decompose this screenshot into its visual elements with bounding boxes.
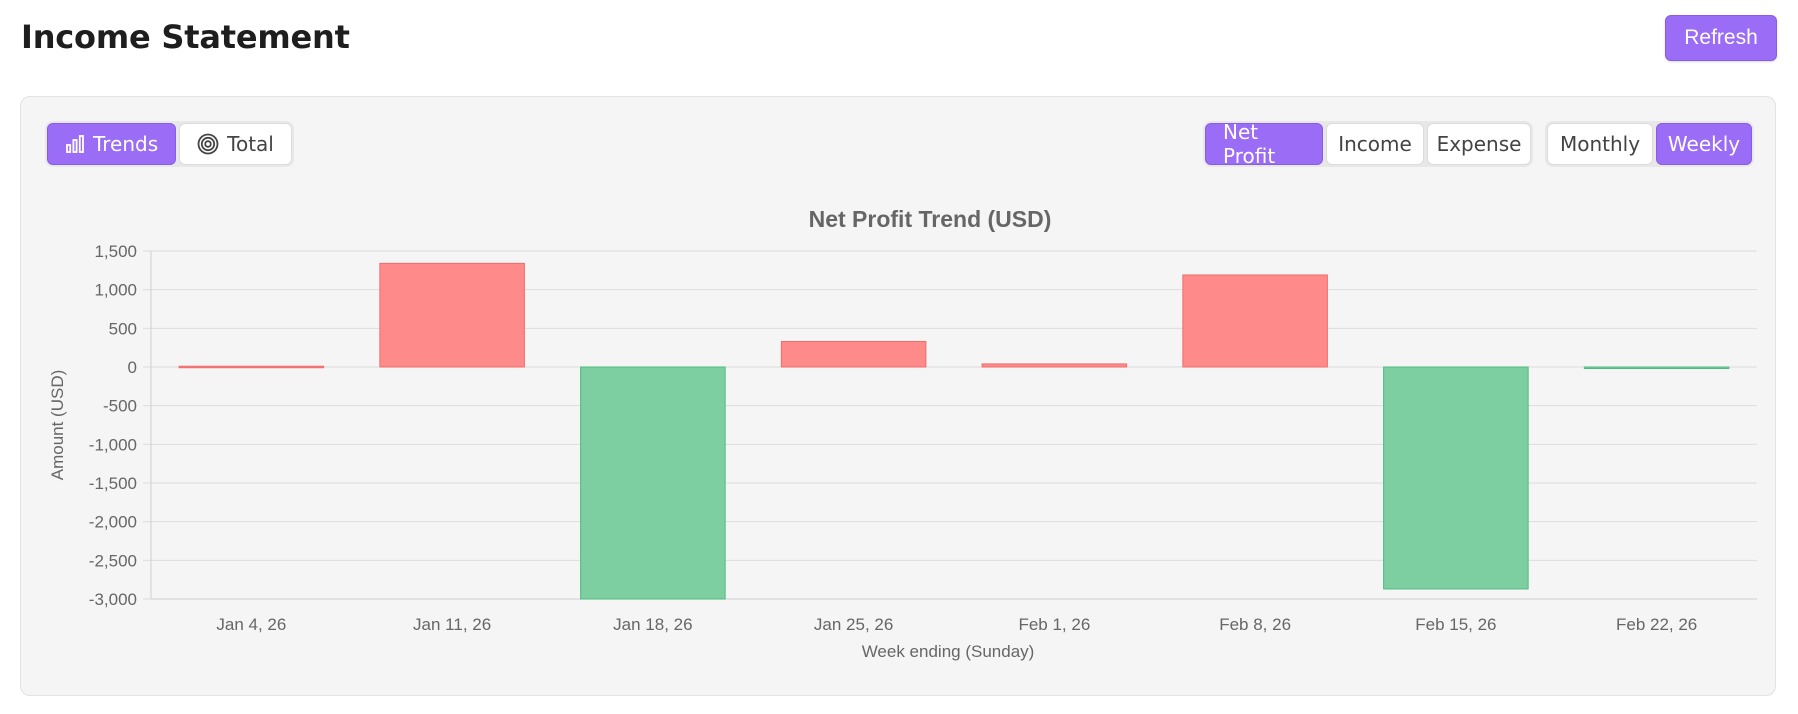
income-toggle-button[interactable]: Income — [1326, 123, 1424, 165]
bar-6 — [1182, 274, 1328, 368]
refresh-button[interactable]: Refresh — [1665, 15, 1777, 61]
x-tick-label: Feb 22, 26 — [1616, 615, 1697, 634]
chart-area: Net Profit Trend (USD) 1,500 1,000 500 0 -500… — [21, 97, 1777, 697]
total-toggle-button[interactable]: Total — [179, 123, 292, 165]
y-tick-label: -2,500 — [89, 551, 137, 570]
y-tick-label: -1,500 — [89, 474, 137, 493]
bar-3 — [580, 366, 726, 600]
trends-toggle-button[interactable]: Trends — [47, 123, 177, 165]
bar-chart-icon — [65, 134, 85, 154]
bar-7 — [1383, 366, 1529, 590]
chart-card: Net Profit Trend (USD) 1,500 1,000 500 0 -500… — [20, 96, 1776, 696]
x-axis-title: Week ending (Sunday) — [862, 642, 1035, 661]
view-toggle-group: Trends Total — [45, 121, 294, 167]
y-tick-label: -500 — [103, 397, 137, 416]
bar-5 — [981, 363, 1128, 368]
x-tick-label: Feb 8, 26 — [1219, 615, 1291, 634]
chart-title: Net Profit Trend (USD) — [809, 206, 1052, 232]
monthly-toggle-button[interactable]: Monthly — [1547, 123, 1653, 165]
page-title: Income Statement — [21, 18, 350, 56]
y-tick-label: -2,000 — [89, 513, 137, 532]
bar-1 — [178, 365, 325, 369]
bar-2 — [379, 262, 525, 368]
x-tick-label: Jan 25, 26 — [814, 615, 893, 634]
metric-toggle-group: Net Profit Income Expense — [1203, 120, 1533, 168]
y-tick-label: -1,000 — [89, 435, 137, 454]
page-header: Income Statement Refresh — [21, 14, 1777, 64]
bar-4 — [780, 340, 927, 368]
x-tick-label: Jan 11, 26 — [413, 615, 491, 634]
x-tick-label: Feb 15, 26 — [1415, 615, 1496, 634]
y-axis-title: Amount (USD) — [48, 370, 67, 481]
weekly-toggle-button[interactable]: Weekly — [1656, 123, 1752, 165]
target-icon — [197, 133, 219, 155]
y-tick-label: 1,000 — [94, 281, 137, 300]
trends-label: Trends — [93, 132, 159, 156]
x-tick-label: Jan 4, 26 — [216, 615, 286, 634]
expense-toggle-button[interactable]: Expense — [1427, 123, 1531, 165]
y-tick-label: 1,500 — [94, 242, 137, 261]
y-tick-label: 0 — [128, 358, 137, 377]
total-label: Total — [227, 132, 274, 156]
period-toggle-group: Monthly Weekly — [1545, 121, 1754, 167]
x-tick-label: Feb 1, 26 — [1018, 615, 1090, 634]
bar-8 — [1583, 366, 1730, 369]
x-tick-label: Jan 18, 26 — [613, 615, 692, 634]
net-profit-toggle-button[interactable]: Net Profit — [1205, 120, 1323, 168]
y-tick-label: -3,000 — [89, 590, 137, 609]
y-tick-label: 500 — [109, 319, 137, 338]
net-profit-chart: Net Profit Trend (USD) 1,500 1,000 500 0 -500… — [48, 206, 1757, 661]
